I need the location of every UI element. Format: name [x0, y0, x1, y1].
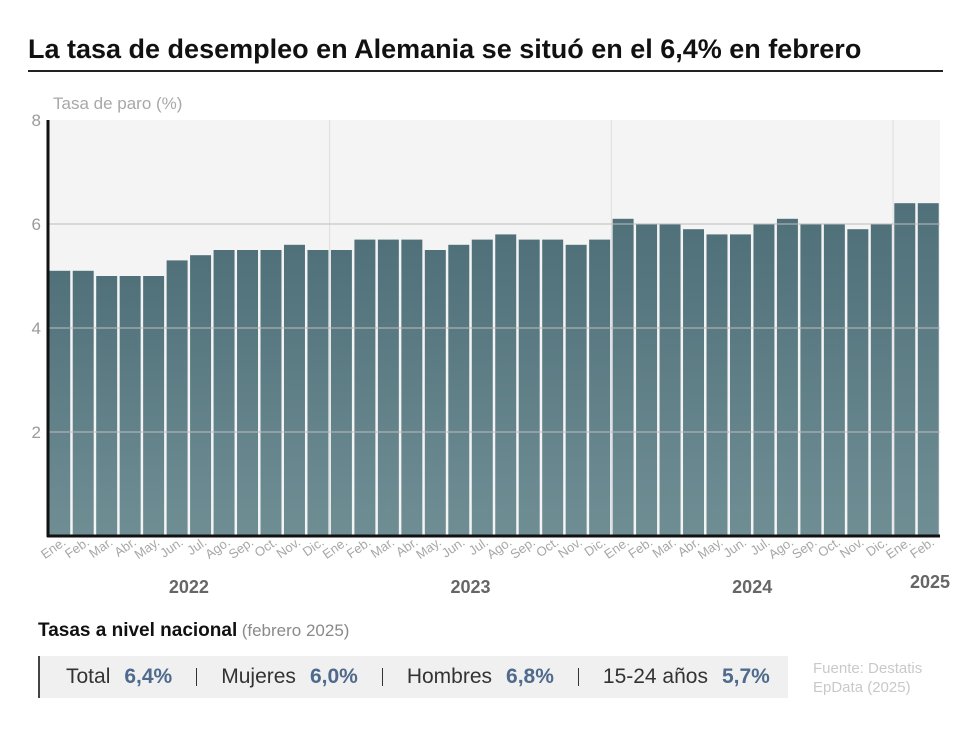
stat-women: Mujeres 6,0%: [221, 665, 358, 689]
bar: [612, 218, 634, 537]
x-tick-label: Nov.: [555, 534, 585, 561]
y-axis-label: Tasa de paro (%): [53, 94, 182, 113]
stat-total-value: 6,4%: [124, 665, 173, 688]
horizontal-gridlines: [48, 223, 940, 433]
stat-youth-value: 5,7%: [721, 665, 770, 688]
stat-separator: [196, 668, 198, 686]
bar: [753, 224, 775, 536]
y-tick-label: 8: [32, 111, 41, 130]
year-label: 2023: [451, 577, 491, 597]
x-tick-label: Nov.: [273, 534, 303, 561]
bar: [847, 229, 869, 536]
bar: [776, 218, 798, 537]
stat-total: Total 6,4%: [66, 665, 172, 689]
bar: [377, 239, 399, 536]
bar: [894, 203, 916, 536]
bar-chart: Tasa de paro (%) 2 4 6 8 Ene.Feb.Mar.Abr.Ma…: [32, 94, 950, 597]
source-line-1: Fuente: Destatis: [813, 660, 923, 677]
bar: [190, 255, 212, 536]
title-divider: [28, 70, 943, 72]
stat-separator: [381, 668, 383, 686]
stat-men-value: 6,8%: [506, 665, 554, 688]
stat-youth: 15-24 años 5,7%: [603, 665, 770, 689]
source-line-2: EpData (2025): [813, 679, 911, 696]
bar: [823, 224, 845, 536]
bar: [119, 276, 141, 536]
bar: [49, 270, 71, 536]
bar: [729, 234, 751, 536]
y-tick-labels: 2 4 6 8: [32, 111, 41, 442]
bar: [800, 224, 822, 536]
x-tick-labels: Ene.Feb.Mar.Abr.May.Jun.Jul.Ago.Sep.Oct.…: [38, 534, 937, 562]
summary-heading: Tasas a nivel nacional (febrero 2025): [38, 620, 349, 642]
stat-men: Hombres 6,8%: [407, 665, 554, 689]
bar: [283, 244, 305, 537]
bar: [401, 239, 423, 536]
bar: [518, 239, 540, 536]
x-tick-label: Jun.: [157, 534, 186, 560]
stat-separator: [577, 668, 579, 686]
stat-women-value: 6,0%: [309, 665, 358, 688]
source-note: Fuente: Destatis EpData (2025): [813, 659, 922, 697]
bar: [96, 276, 118, 536]
bar: [542, 239, 564, 536]
year-label: 2024: [732, 577, 772, 597]
bar: [565, 244, 587, 537]
bar: [706, 234, 728, 536]
stat-total-label: Total: [66, 665, 111, 688]
summary-subtitle: (febrero 2025): [241, 621, 350, 640]
bar: [917, 203, 939, 536]
year-label: 2025: [910, 572, 950, 592]
bar: [589, 239, 611, 536]
summary-stats-box: Total 6,4% Mujeres 6,0% Hombres 6,8% 15-…: [38, 656, 788, 698]
bar: [683, 229, 705, 536]
x-tick-label: Jun.: [439, 534, 468, 560]
bar: [870, 224, 892, 536]
bar: [330, 250, 352, 536]
bar: [448, 244, 470, 537]
bar: [72, 270, 94, 536]
y-tick-label: 6: [32, 215, 41, 234]
stat-men-label: Hombres: [406, 665, 493, 688]
stat-youth-label: 15-24 años: [602, 665, 708, 688]
bars-group: [49, 203, 939, 537]
bar: [166, 260, 188, 536]
x-tick-label: Nov.: [837, 534, 867, 561]
stat-women-label: Mujeres: [221, 665, 296, 688]
x-tick-label: Jun.: [720, 534, 749, 560]
bar: [213, 250, 235, 536]
bar: [307, 250, 329, 536]
bar: [659, 224, 681, 536]
bar: [471, 239, 493, 536]
y-tick-label: 4: [32, 319, 41, 338]
bar: [354, 239, 376, 536]
bar: [143, 276, 165, 536]
chart-title: La tasa de desempleo en Alemania se situ…: [28, 34, 862, 64]
bar: [495, 234, 517, 536]
year-labels: 2022 2023 2024 2025: [169, 572, 950, 597]
y-tick-label: 2: [32, 423, 41, 442]
bar: [237, 250, 259, 536]
x-tick-label: Feb.: [907, 534, 937, 561]
summary-title: Tasas a nivel nacional: [38, 620, 238, 641]
bar: [424, 250, 446, 536]
year-label: 2022: [169, 577, 209, 597]
bar: [636, 224, 658, 536]
bar: [260, 250, 282, 536]
